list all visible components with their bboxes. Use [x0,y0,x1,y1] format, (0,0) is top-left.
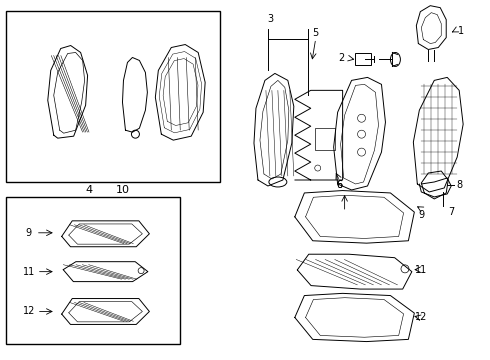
Bar [6,197,180,345]
Text: 6: 6 [337,180,343,190]
Text: 12: 12 [23,306,35,316]
Text: 11: 11 [415,265,427,275]
Text: 4: 4 [85,185,92,195]
Text: 9: 9 [418,210,424,220]
Text: 3: 3 [267,14,273,24]
Text: 2: 2 [339,54,345,63]
Text: 1: 1 [458,26,464,36]
Bar [355,54,370,66]
Text: 6: 6 [337,180,343,190]
Bar [315,128,335,150]
Text: 5: 5 [313,28,319,37]
Bar [6,11,220,182]
Text: 10: 10 [116,185,129,195]
Text: 7: 7 [448,207,454,217]
Text: 12: 12 [415,312,427,323]
Text: 11: 11 [23,267,35,276]
Text: 9: 9 [26,228,32,238]
Text: 8: 8 [456,180,462,190]
